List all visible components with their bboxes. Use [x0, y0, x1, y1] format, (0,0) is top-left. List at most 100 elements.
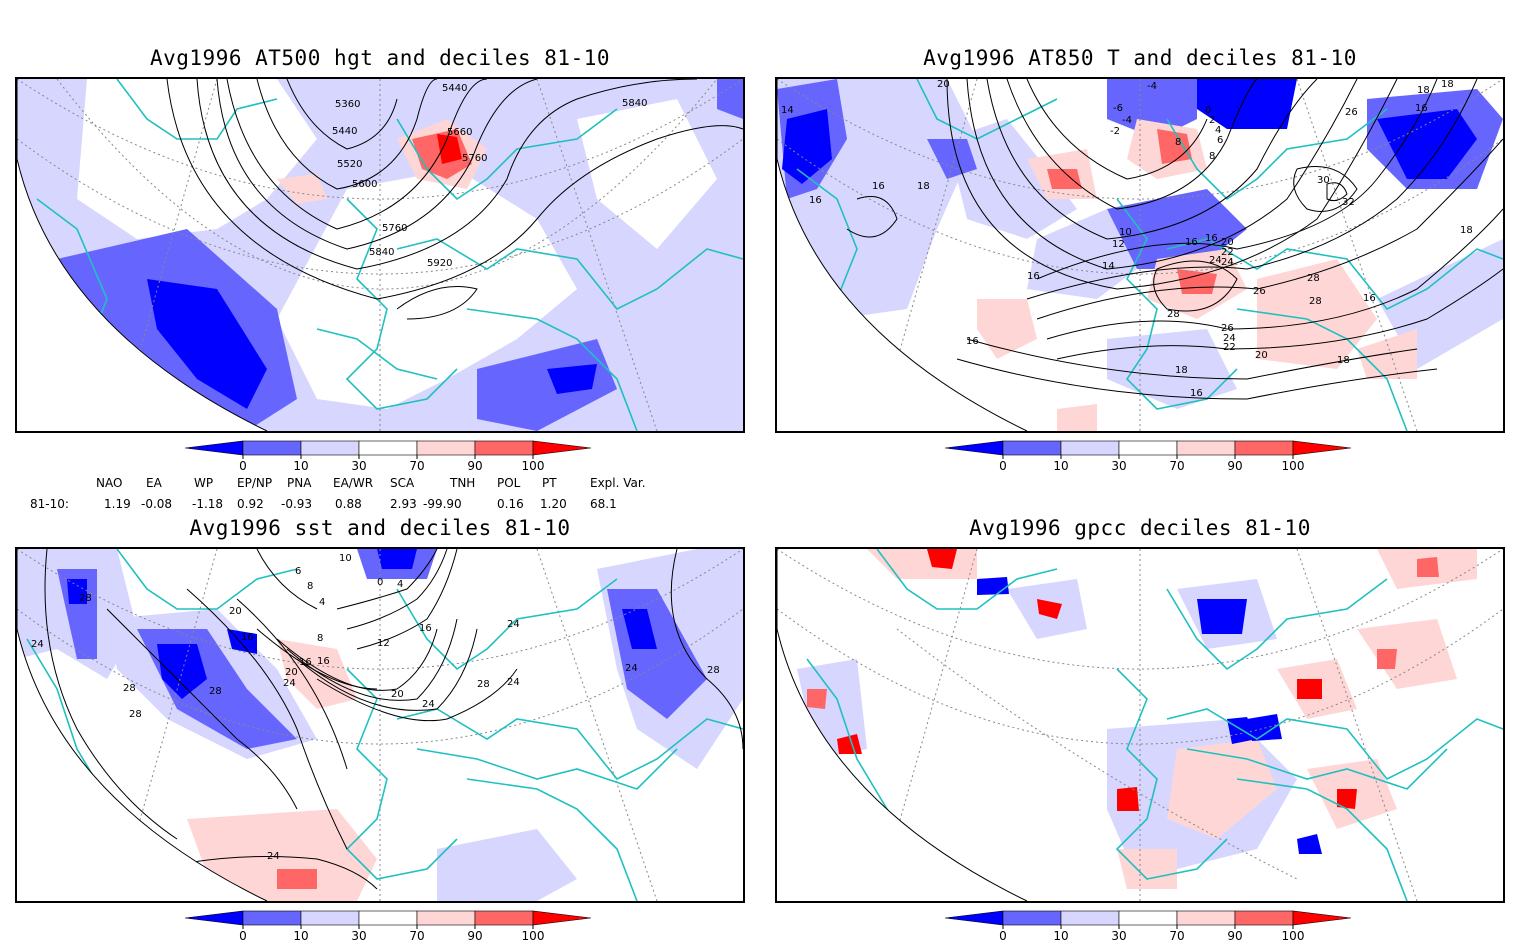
contour-label: 16 [809, 195, 822, 206]
colorbar-segment [184, 440, 244, 456]
shading-mid-red [277, 869, 317, 889]
contour-label: 24 [422, 699, 435, 710]
colorbar-tick-label: 100 [1282, 929, 1305, 943]
contour-label: 28 [1307, 273, 1320, 284]
contour-label: 24 [507, 677, 520, 688]
contour-label: 20 [937, 79, 950, 90]
contour-label: 28 [209, 686, 222, 697]
shading-strong-blue [1377, 109, 1477, 179]
colorbar-segment [1176, 910, 1236, 926]
contour-label: 16 [1363, 293, 1376, 304]
contour-label: 20 [391, 689, 404, 700]
contour-label: 18 [1441, 79, 1454, 90]
colorbar-tick-label: 90 [467, 929, 482, 943]
contour-label: 5840 [622, 98, 647, 109]
contour-label: 5660 [447, 127, 472, 138]
contour-label: 16 [299, 657, 312, 668]
contour-label: 5520 [337, 159, 362, 170]
index-value-pt: 1.20 [540, 497, 567, 511]
colorbar-tick-label: 0 [239, 459, 247, 473]
colorbar-segment [1002, 910, 1062, 926]
colorbar-tick-label: 100 [522, 929, 545, 943]
index-value-pna: -0.93 [281, 497, 313, 511]
contour-label: 5760 [462, 153, 487, 164]
contour-label: 24 [1221, 257, 1234, 268]
contour-label: 4 [397, 579, 403, 590]
contour-label: 20 [1221, 237, 1234, 248]
colorbar-segment [1118, 910, 1178, 926]
colorbar-segment [1002, 440, 1062, 456]
contour-label: 18 [1175, 365, 1188, 376]
index-value-explvar: 68.1 [590, 497, 617, 511]
colorbar-tick-label: 0 [999, 929, 1007, 943]
contour-label: 16 [966, 336, 979, 347]
shading-mid-blue [477, 339, 617, 431]
colorbar-segment [1292, 910, 1352, 926]
contour-label: 5760 [382, 223, 407, 234]
contour-label: 24 [1223, 333, 1236, 344]
contour-label: 20 [229, 606, 242, 617]
colorbar-segment [242, 440, 302, 456]
contour-label: 12 [377, 638, 390, 649]
index-row-label: 81-10: [30, 497, 69, 511]
colorbar-tick-label: 90 [1227, 929, 1242, 943]
colorbar-hgt: 0 10 30 70 90 100 [175, 439, 595, 475]
map-t850-svg: 20 14 16 16 18 16 -6 -4 -2 -4 0 2 4 6 8 … [777, 79, 1503, 431]
colorbar-segment [358, 910, 418, 926]
temperature-contours [846, 79, 1503, 400]
colorbar-segment [416, 910, 476, 926]
shading-strong-blue [157, 644, 207, 699]
colorbar-tick-label: 30 [1111, 459, 1126, 473]
map-graticule [17, 549, 743, 901]
contour-label: 20 [285, 667, 298, 678]
colorbar-segment [358, 440, 418, 456]
shading-neutral [277, 169, 577, 409]
shading-mid-red [1047, 169, 1082, 189]
colorbar-tick-label: 10 [1053, 459, 1068, 473]
map-gpcc-svg [777, 549, 1503, 901]
contour-label: 5440 [332, 126, 357, 137]
shading-light-blue [437, 829, 577, 901]
map-boundary [777, 549, 1028, 901]
shading-mid-blue [717, 79, 743, 119]
map-panel-sst: 28 24 28 28 16 20 16 20 24 28 24 0 4 8 1… [15, 547, 745, 903]
shading-light-red [277, 639, 357, 709]
shading-mid-blue [927, 139, 977, 179]
contour-label: 24 [1209, 255, 1222, 266]
shading-neutral [77, 79, 317, 239]
index-value-eawr: 0.88 [335, 497, 362, 511]
contour-label: 22 [1223, 342, 1236, 353]
index-header-sca: SCA [390, 476, 415, 490]
index-header-eawr: EA/WR [333, 476, 374, 490]
map-panel-hgt: 5360 5440 5440 5520 5600 5660 5760 5760 … [15, 77, 745, 433]
contour-label: 0 [377, 577, 383, 588]
colorbar-segment [1292, 440, 1352, 456]
contour-label: -4 [1147, 81, 1157, 92]
shading-strong-blue [377, 549, 417, 569]
shading-strong-blue [547, 364, 597, 394]
contour-labels: 20 14 16 16 18 16 -6 -4 -2 -4 0 2 4 6 8 … [781, 79, 1473, 399]
colorbar-tick-label: 10 [293, 929, 308, 943]
colorbar-segment [300, 910, 360, 926]
colorbar-segment [416, 440, 476, 456]
contour-label: 5360 [335, 99, 360, 110]
shading-light-red [277, 174, 327, 204]
contour-label: 5600 [352, 179, 377, 190]
contour-label: -2 [1110, 126, 1120, 137]
index-value-pol: 0.16 [497, 497, 524, 511]
shading-strong-red [437, 134, 462, 164]
shading-light-red [977, 299, 1037, 359]
contour-label: 24 [31, 639, 44, 650]
map-boundary [17, 549, 268, 901]
contour-label: 16 [317, 656, 330, 667]
contour-label: 0 [1205, 105, 1211, 116]
contour-label: 26 [1221, 323, 1234, 334]
contour-label: 28 [79, 593, 92, 604]
contour-label: 5840 [369, 247, 394, 258]
height-contours [166, 79, 743, 320]
colorbar-segment [532, 440, 592, 456]
colorbar-segment [242, 910, 302, 926]
map-graticule [777, 549, 1503, 901]
contour-label: 28 [129, 709, 142, 720]
colorbar-segment [1234, 910, 1294, 926]
